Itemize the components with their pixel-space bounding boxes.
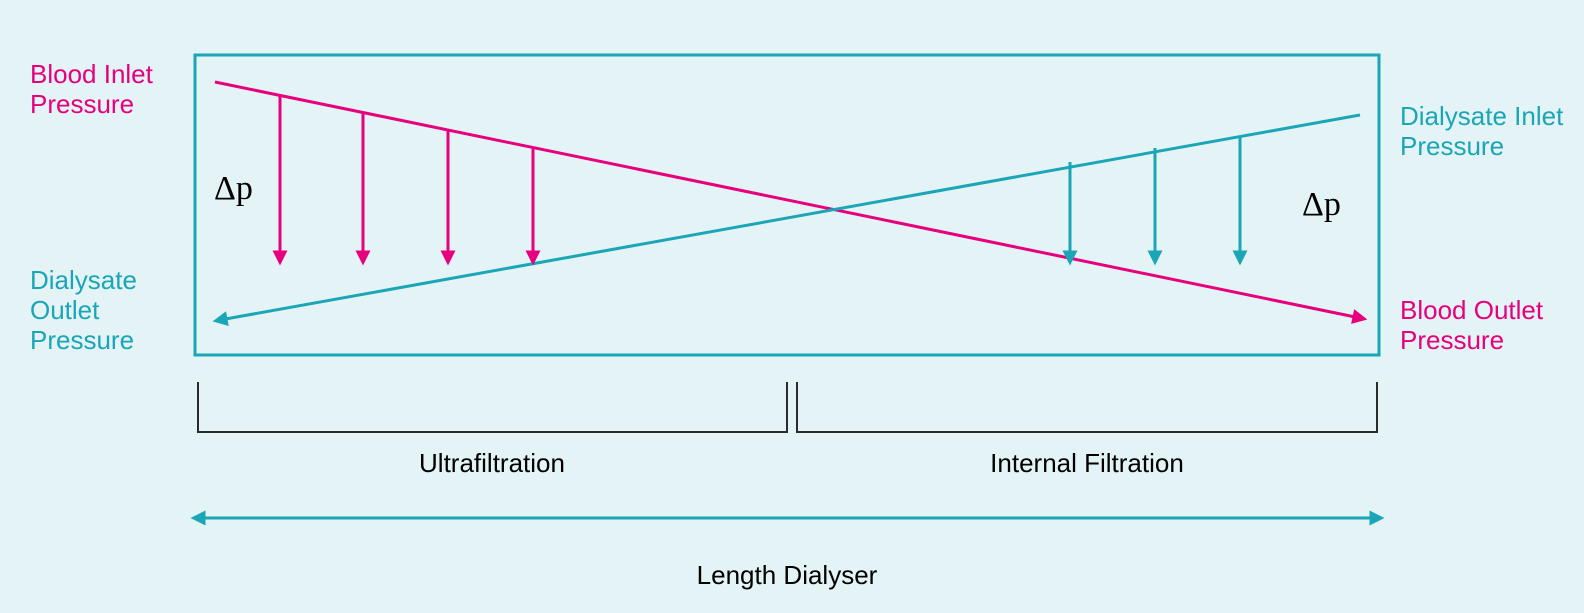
dialyser-box <box>195 55 1379 355</box>
diagram-stage: Blood Inlet Pressure Dialysate Outlet Pr… <box>0 0 1584 613</box>
label-dialysate-inlet-pressure: Dialysate Inlet Pressure <box>1400 102 1563 162</box>
text-line: Blood Outlet <box>1400 295 1543 325</box>
label-delta-p-right: Δp <box>1302 186 1341 224</box>
label-length-dialyser: Length Dialyser <box>587 560 987 591</box>
label-blood-inlet-pressure: Blood Inlet Pressure <box>30 60 153 120</box>
bracket-internal-filtration <box>797 382 1377 432</box>
text-line: Blood Inlet <box>30 59 153 89</box>
text-line: Internal Filtration <box>990 448 1184 478</box>
dialysate-pressure-line <box>220 115 1360 320</box>
blood-pressure-line <box>215 82 1360 318</box>
text-line: Δp <box>1302 186 1341 223</box>
text-line: Pressure <box>30 325 134 355</box>
text-line: Length Dialyser <box>697 560 878 590</box>
label-delta-p-left: Δp <box>214 170 253 208</box>
label-dialysate-outlet-pressure: Dialysate Outlet Pressure <box>30 266 137 356</box>
label-ultrafiltration: Ultrafiltration <box>292 448 692 479</box>
label-internal-filtration: Internal Filtration <box>887 448 1287 479</box>
text-line: Dialysate Inlet <box>1400 101 1563 131</box>
text-line: Pressure <box>30 89 134 119</box>
text-line: Dialysate <box>30 265 137 295</box>
label-blood-outlet-pressure: Blood Outlet Pressure <box>1400 296 1543 356</box>
text-line: Outlet <box>30 295 99 325</box>
text-line: Pressure <box>1400 131 1504 161</box>
text-line: Ultrafiltration <box>419 448 565 478</box>
text-line: Δp <box>214 170 253 207</box>
bracket-ultrafiltration <box>198 382 787 432</box>
diagram-svg <box>0 0 1584 613</box>
text-line: Pressure <box>1400 325 1504 355</box>
